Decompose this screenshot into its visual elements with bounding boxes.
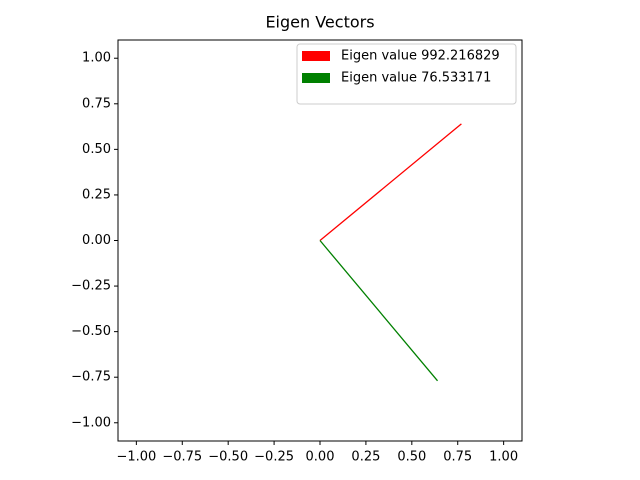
x-tick-label: −0.75 [162, 450, 202, 465]
x-tick-label: 0.25 [351, 450, 380, 465]
legend-swatch [302, 73, 330, 83]
legend-label: Eigen value 76.533171 [341, 71, 491, 86]
y-tick-label: −1.00 [71, 415, 111, 430]
x-tick-label: 0.00 [306, 450, 335, 465]
plot-frame [117, 39, 523, 442]
y-tick-label: −0.50 [71, 324, 111, 339]
chart-title: Eigen Vectors [265, 13, 374, 32]
x-tick-label: 0.75 [443, 450, 472, 465]
legend-label: Eigen value 992.216829 [341, 49, 500, 64]
y-tick-label: 0.50 [82, 142, 111, 157]
y-tick-label: −0.75 [71, 370, 111, 385]
legend-box [296, 43, 517, 105]
x-tick-label: 0.50 [397, 450, 426, 465]
vector-line [319, 123, 462, 242]
y-tick-label: 0.25 [82, 187, 111, 202]
x-tick-label: −0.50 [208, 450, 248, 465]
y-tick-label: 1.00 [82, 51, 111, 66]
legend-swatch [302, 51, 330, 61]
y-tick-label: 0.00 [82, 233, 111, 248]
x-tick-label: −1.00 [116, 450, 156, 465]
y-tick-label: −0.25 [71, 279, 111, 294]
y-tick-label: 0.75 [82, 96, 111, 111]
vector-line [319, 240, 439, 382]
x-tick-label: −0.25 [254, 450, 294, 465]
x-tick-label: 1.00 [489, 450, 518, 465]
